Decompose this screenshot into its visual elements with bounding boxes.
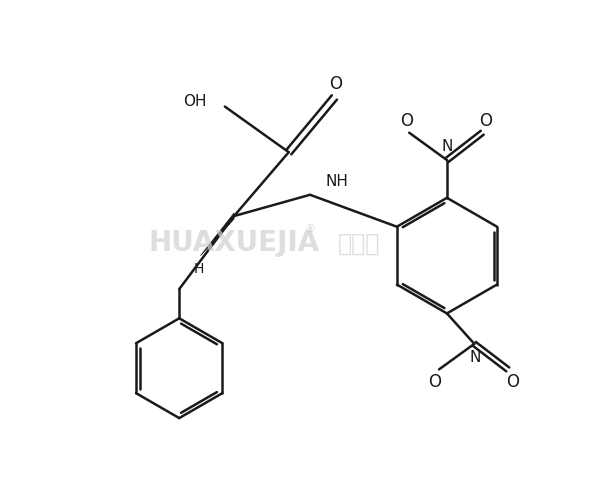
Text: ®: ® xyxy=(305,224,316,235)
Text: O: O xyxy=(506,373,519,390)
Text: 化学加: 化学加 xyxy=(338,231,380,255)
Text: N: N xyxy=(470,350,481,365)
Text: O: O xyxy=(400,111,413,130)
Text: O: O xyxy=(428,373,441,390)
Text: O: O xyxy=(329,75,342,93)
Text: OH: OH xyxy=(183,94,206,109)
Text: NH: NH xyxy=(325,174,348,189)
Text: H: H xyxy=(194,262,204,276)
Text: O: O xyxy=(479,111,492,130)
Polygon shape xyxy=(201,213,234,256)
Text: N: N xyxy=(441,139,453,154)
Text: HUAXUEJIA: HUAXUEJIA xyxy=(149,229,319,257)
